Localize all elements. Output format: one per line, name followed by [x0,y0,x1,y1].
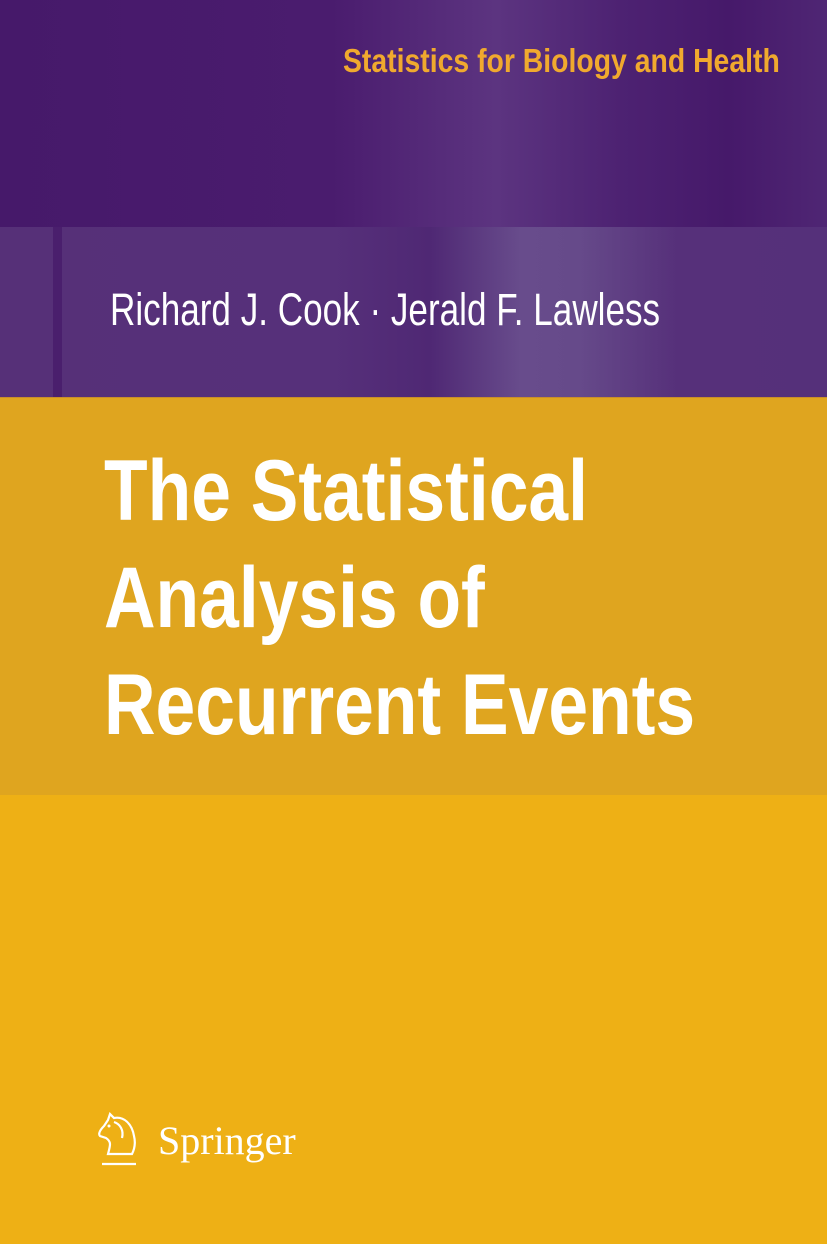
vertical-stripe [53,227,62,397]
book-title: The Statistical Analysis of Recurrent Ev… [104,438,695,759]
publisher-name: Springer [158,1117,296,1163]
bottom-band [0,795,827,1244]
author-band [0,227,827,397]
authors: Richard J. Cook · Jerald F. Lawless [110,284,661,335]
series-name: Statistics for Biology and Health [343,42,780,79]
top-band [0,0,827,227]
title-line: The Statistical [104,443,588,539]
title-band [0,397,827,796]
knight-horse-icon [98,1112,136,1166]
publisher-logo: Springer [96,1112,296,1168]
title-line: Recurrent Events [104,657,696,753]
title-line: Analysis of [104,550,485,646]
